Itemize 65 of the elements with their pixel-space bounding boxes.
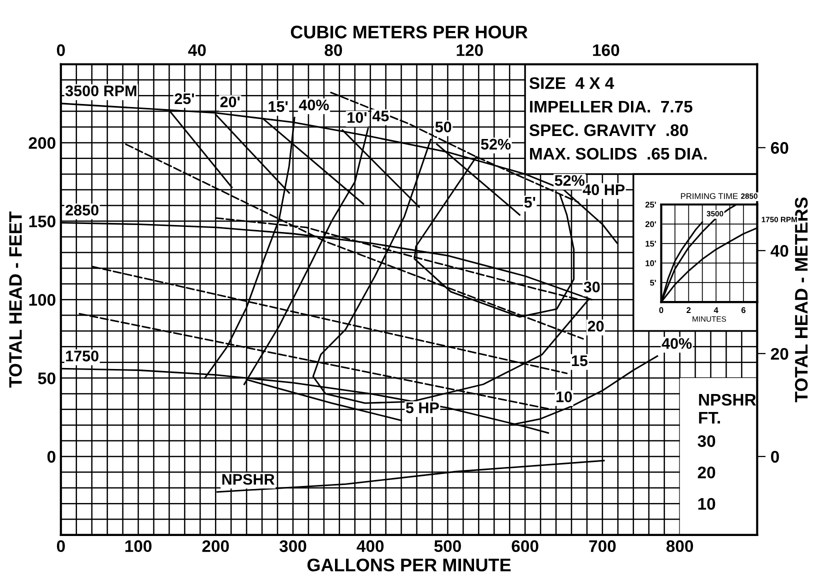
- x2-axis-title: CUBIC METERS PER HOUR: [290, 26, 528, 38]
- series-label: 45: [372, 110, 389, 122]
- x2-tick-label: 40: [188, 44, 206, 56]
- series-label: 15': [268, 101, 288, 112]
- y-tick-label: 0: [47, 450, 56, 463]
- annotation: MAX. SOLIDS .65 DIA.: [530, 148, 707, 160]
- x2-tick-label: 0: [56, 44, 65, 56]
- y-tick-label: 15': [646, 240, 656, 247]
- y3-axis-title: NPSHR FT.: [699, 394, 756, 424]
- annotation: 52%: [554, 175, 585, 186]
- annotation: SIZE 4 X 4: [529, 77, 614, 90]
- y-tick-label: 5': [650, 280, 656, 286]
- x-tick-label: 400: [356, 540, 384, 552]
- series-label: 52%: [480, 138, 511, 150]
- y-tick-label: 200: [28, 137, 56, 149]
- series-label: 25': [174, 93, 194, 104]
- annotation: IMPELLER DIA. 7.75: [530, 100, 692, 113]
- series-label: 40%: [662, 338, 692, 349]
- x2-tick-label: 80: [324, 44, 342, 56]
- annotation: SPEC. GRAVITY .80: [529, 124, 688, 136]
- y-tick-label: 10': [646, 260, 656, 266]
- y2-tick-label: 60: [770, 142, 788, 154]
- x-tick-label: 500: [434, 540, 461, 552]
- y-tick-label: 150: [29, 216, 56, 228]
- series-label: 2850: [66, 204, 98, 216]
- y-tick-label: 50: [38, 372, 56, 384]
- y-axis-title: TOTAL HEAD - FEET: [9, 211, 22, 388]
- y2-tick-label: 40: [770, 244, 788, 257]
- x-tick-label: 0: [56, 540, 65, 552]
- x-tick-label: 2: [686, 307, 691, 314]
- y3-tick-label: 20: [698, 466, 716, 478]
- series-label: 5 HP: [406, 402, 439, 414]
- x-tick-label: 6: [741, 307, 746, 314]
- x-tick-label: 800: [666, 540, 694, 552]
- series-label: NPSHR: [222, 474, 275, 485]
- series-label: 20: [588, 320, 604, 332]
- series-label: 3500 RPM: [65, 85, 136, 96]
- series-label: 5': [524, 197, 536, 208]
- x-tick-label: 600: [512, 540, 538, 552]
- x-tick-label: 4: [714, 307, 718, 314]
- x2-tick-label: 120: [456, 44, 483, 56]
- y-tick-label: 25': [645, 202, 656, 208]
- y2-tick-label: 0: [771, 450, 779, 463]
- series-label: 20': [220, 96, 240, 108]
- x-tick-label: 200: [202, 540, 229, 552]
- series-label: 30: [584, 282, 600, 292]
- y3-tick-label: 10: [698, 498, 716, 510]
- y-tick-label: 20': [645, 221, 656, 228]
- y3-tick-label: 30: [698, 435, 716, 448]
- series-label: 15: [572, 355, 588, 366]
- x-tick-label: 100: [125, 540, 152, 552]
- x-axis-title: GALLONS PER MINUTE: [307, 558, 511, 572]
- series-label: 10': [348, 112, 367, 123]
- series-label: 40 HP: [582, 184, 625, 196]
- series-label: 50: [435, 122, 452, 132]
- series-label: 40%: [298, 100, 329, 110]
- x-tick-label: 700: [589, 540, 616, 552]
- x2-tick-label: 160: [593, 44, 620, 56]
- y2-axis-title: TOTAL HEAD - METERS: [794, 197, 808, 402]
- x-tick-label: 0: [659, 307, 664, 314]
- chart-title: PRIMING TIME: [681, 193, 738, 200]
- series-label: 10: [556, 391, 572, 402]
- series-label: 1750: [66, 350, 98, 362]
- y2-tick-label: 20: [770, 348, 788, 360]
- x-tick-label: 300: [279, 540, 306, 552]
